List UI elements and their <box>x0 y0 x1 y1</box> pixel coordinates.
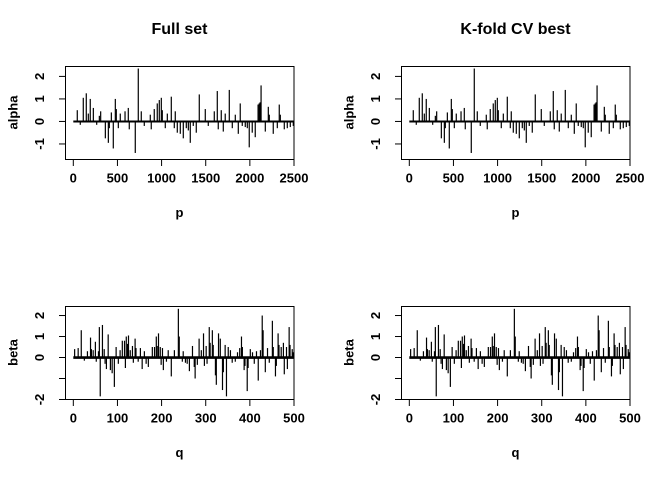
svg-text:2: 2 <box>32 73 47 80</box>
svg-text:0: 0 <box>406 411 413 426</box>
svg-text:1: 1 <box>32 333 47 340</box>
svg-text:500: 500 <box>443 171 465 186</box>
svg-text:-1: -1 <box>368 138 383 150</box>
y-axis-label: beta <box>341 339 357 366</box>
x-axis-label: q <box>511 445 520 460</box>
svg-text:0: 0 <box>32 354 47 361</box>
panel-title: K-fold CV best <box>460 21 571 38</box>
svg-text:-2: -2 <box>32 394 47 406</box>
panel-full-set-beta: 0 100 200 300 400 500 -2 0 1 2 beta q <box>0 240 336 480</box>
svg-text:0: 0 <box>32 118 47 125</box>
panel-kfold-cv-beta: 0 100 200 300 400 500 -2 0 1 2 beta q <box>336 240 672 480</box>
alpha-full-plot: 0 500 1000 1500 2000 2500 -1 0 1 2 <box>32 66 309 186</box>
svg-text:1000: 1000 <box>483 171 512 186</box>
svg-text:2000: 2000 <box>235 171 264 186</box>
svg-text:2: 2 <box>368 73 383 80</box>
x-axis-label: p <box>511 205 520 220</box>
y-axis-label: alpha <box>5 95 21 130</box>
svg-text:0: 0 <box>406 171 413 186</box>
svg-text:1000: 1000 <box>147 171 176 186</box>
svg-text:2: 2 <box>32 312 47 319</box>
svg-text:0: 0 <box>368 354 383 361</box>
svg-text:400: 400 <box>575 411 597 426</box>
svg-text:-2: -2 <box>368 394 383 406</box>
svg-text:1: 1 <box>368 333 383 340</box>
y-axis-label: alpha <box>341 95 357 130</box>
svg-text:500: 500 <box>619 411 641 426</box>
svg-text:500: 500 <box>283 411 305 426</box>
svg-text:1: 1 <box>32 95 47 102</box>
svg-text:2500: 2500 <box>280 171 309 186</box>
svg-text:0: 0 <box>70 411 77 426</box>
svg-text:-1: -1 <box>32 138 47 150</box>
svg-text:100: 100 <box>107 411 129 426</box>
svg-text:2000: 2000 <box>571 171 600 186</box>
svg-text:300: 300 <box>531 411 553 426</box>
panel-full-set-alpha: 0 500 1000 1500 2000 2500 -1 0 1 2 Full set alpha… <box>0 0 336 240</box>
alpha-cv-plot: 0 500 1000 1500 2000 2500 -1 0 1 2 <box>368 66 645 186</box>
x-axis-label: q <box>175 445 184 460</box>
svg-text:1: 1 <box>368 95 383 102</box>
panel-title: Full set <box>151 21 208 38</box>
beta-cv-plot: 0 100 200 300 400 500 -2 0 1 2 <box>368 306 641 426</box>
svg-text:1500: 1500 <box>191 171 220 186</box>
svg-text:0: 0 <box>70 171 77 186</box>
beta-full-plot: 0 100 200 300 400 500 -2 0 1 2 <box>32 306 305 426</box>
panel-kfold-cv-alpha: 0 500 1000 1500 2000 2500 -1 0 1 2 K-fold CV best… <box>336 0 672 240</box>
svg-text:2500: 2500 <box>616 171 645 186</box>
svg-text:200: 200 <box>151 411 173 426</box>
svg-text:0: 0 <box>368 118 383 125</box>
svg-text:400: 400 <box>239 411 261 426</box>
svg-text:300: 300 <box>195 411 217 426</box>
svg-text:100: 100 <box>443 411 465 426</box>
x-axis-label: p <box>175 205 184 220</box>
svg-text:2: 2 <box>368 312 383 319</box>
svg-text:200: 200 <box>487 411 509 426</box>
y-axis-label: beta <box>5 339 21 366</box>
svg-text:1500: 1500 <box>527 171 556 186</box>
svg-text:500: 500 <box>107 171 129 186</box>
